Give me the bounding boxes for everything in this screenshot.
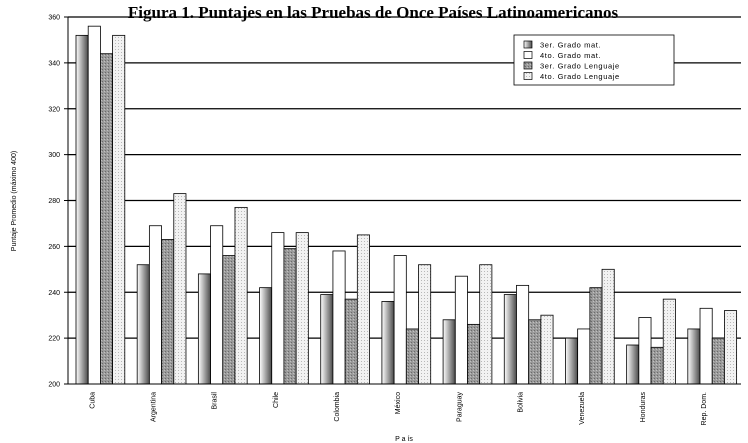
- bar-3er-lenguaje: [650, 346, 664, 385]
- legend-label: 4to. Grado mat.: [540, 51, 601, 60]
- y-axis-ticks: 200 220 240 260 280 300 320 340 360: [48, 15, 68, 389]
- bar-4to-mat: [332, 250, 346, 385]
- bar-3er-lenguaje: [528, 319, 542, 385]
- bar-4to-lenguaje: [112, 34, 126, 385]
- bar-3er-mat: [381, 301, 395, 385]
- bar-4to-lenguaje: [601, 268, 615, 385]
- bar-4to-mat: [638, 317, 652, 385]
- y-tick-label: 320: [48, 106, 60, 113]
- legend-label: 3er. Grado mat.: [540, 41, 601, 50]
- bar-3er-mat: [259, 287, 273, 385]
- x-tick-label: Rep. Dom.: [701, 392, 708, 426]
- bar-3er-mat: [320, 294, 334, 385]
- bar-3er-lenguaje: [100, 53, 114, 385]
- x-tick-label: Chile: [273, 392, 280, 408]
- x-tick-label: Bolivia: [518, 392, 525, 413]
- legend-box: [513, 34, 675, 86]
- bar-3er-mat: [687, 328, 701, 385]
- y-tick-label: 360: [48, 15, 60, 22]
- bar-4to-lenguaje: [173, 193, 187, 385]
- bar-4to-mat: [454, 275, 468, 385]
- bar-4to-lenguaje: [540, 314, 554, 385]
- bar-3er-lenguaje: [467, 323, 481, 385]
- bar-4to-lenguaje: [234, 206, 248, 385]
- legend-swatch: [523, 40, 533, 49]
- bar-3er-mat: [626, 344, 640, 385]
- bar-4to-lenguaje: [295, 232, 309, 385]
- legend-label: 3er. Grado Lenguaje: [540, 62, 620, 71]
- y-tick-label: 300: [48, 152, 60, 159]
- bar-4to-mat: [148, 225, 162, 385]
- x-axis-ticks: Cuba Argentina Brasil Chile Colombia México Pa…: [89, 392, 708, 426]
- chart-title: Figura 1. Puntajes en las Pruebas de Onc…: [128, 3, 619, 22]
- y-tick-label: 340: [48, 60, 60, 67]
- bar-3er-lenguaje: [405, 328, 419, 385]
- legend-label: 4to. Grado Lenguaje: [540, 72, 620, 81]
- x-tick-label: Cuba: [89, 392, 96, 409]
- y-tick-label: 240: [48, 290, 60, 297]
- bar-4to-mat: [87, 25, 101, 385]
- bar-4to-mat: [577, 328, 591, 385]
- y-axis-label: Puntaje Promedio (máximo 400): [11, 151, 18, 251]
- bar-4to-mat: [699, 307, 713, 385]
- bar-4to-lenguaje: [418, 264, 432, 385]
- bar-4to-mat: [516, 284, 530, 385]
- legend-swatch: [523, 72, 533, 80]
- bar-4to-lenguaje: [479, 264, 493, 385]
- bar-3er-lenguaje: [589, 287, 603, 385]
- legend: 3er. Grado mat.4to. Grado mat. 3er. Grado…: [513, 34, 675, 86]
- bar-3er-lenguaje: [161, 239, 175, 385]
- y-tick-label: 280: [48, 198, 60, 205]
- bar-3er-mat: [136, 264, 150, 385]
- x-tick-label: Argentina: [150, 392, 157, 422]
- x-tick-label: Colombia: [334, 392, 341, 422]
- bar-3er-mat: [503, 294, 517, 385]
- bar-4to-mat: [210, 225, 224, 385]
- y-tick-label: 200: [48, 382, 60, 389]
- x-tick-label: México: [395, 392, 402, 414]
- x-axis-label: P a ís: [395, 436, 413, 443]
- bar-3er-lenguaje: [222, 255, 236, 385]
- bar-4to-lenguaje: [356, 234, 370, 385]
- bar-3er-mat: [75, 34, 89, 385]
- x-tick-label: Venezuela: [579, 392, 586, 425]
- bar-4to-mat: [271, 232, 285, 385]
- bar-3er-lenguaje: [711, 337, 725, 385]
- bar-4to-lenguaje: [724, 310, 738, 385]
- bar-3er-mat: [197, 273, 211, 385]
- y-tick-label: 220: [48, 336, 60, 343]
- y-tick-label: 260: [48, 244, 60, 251]
- bar-4to-mat: [393, 255, 407, 385]
- legend-swatch: [523, 51, 533, 59]
- x-tick-label: Brasil: [212, 392, 219, 410]
- bar-4to-lenguaje: [662, 298, 676, 385]
- legend-swatch: [523, 61, 533, 70]
- bar-3er-lenguaje: [283, 248, 297, 385]
- bar-3er-mat: [565, 337, 579, 385]
- bar-3er-mat: [442, 319, 456, 385]
- x-tick-label: Paraguay: [456, 392, 463, 422]
- bar-3er-lenguaje: [344, 298, 358, 385]
- x-tick-label: Honduras: [640, 392, 647, 423]
